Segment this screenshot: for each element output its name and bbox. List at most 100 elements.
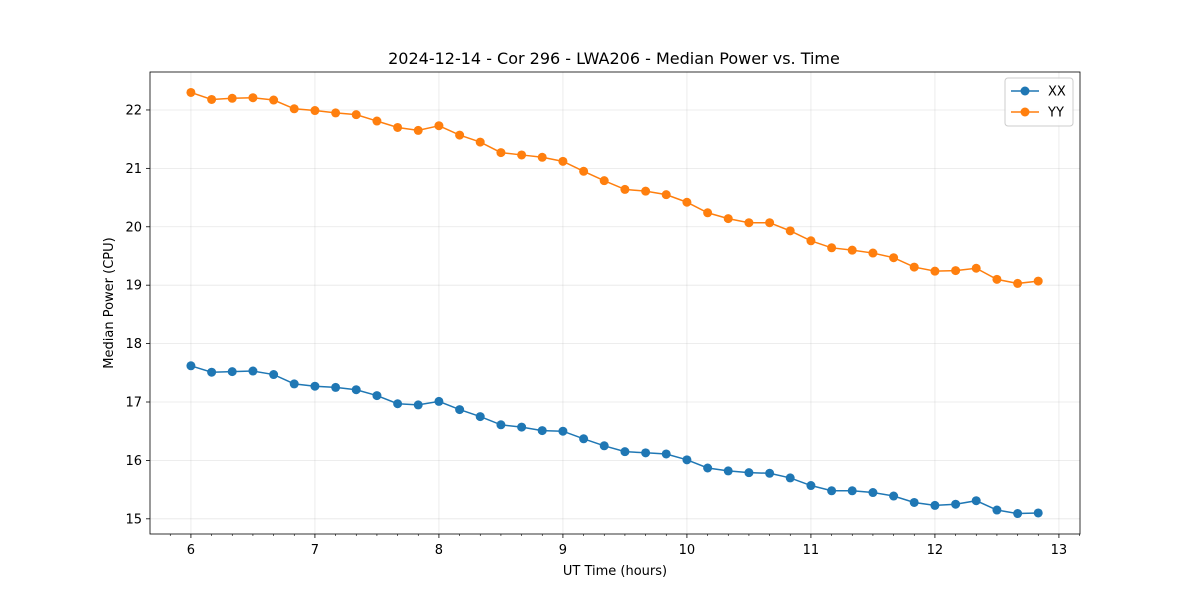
data-point-xx bbox=[806, 481, 816, 491]
y-tick-label: 20 bbox=[125, 220, 142, 235]
data-point-yy bbox=[971, 263, 981, 273]
data-point-yy bbox=[393, 122, 403, 132]
data-point-xx bbox=[1033, 508, 1043, 518]
data-point-xx bbox=[951, 499, 961, 509]
data-point-xx bbox=[413, 400, 423, 410]
y-axis: 15 16 17 18 19 20 21 22 bbox=[125, 103, 150, 527]
data-point-yy bbox=[889, 253, 899, 263]
data-point-yy bbox=[496, 148, 506, 158]
legend-label-yy: YY bbox=[1047, 106, 1064, 121]
data-point-yy bbox=[475, 137, 485, 147]
x-tick-label: 8 bbox=[435, 543, 443, 558]
data-point-xx bbox=[227, 367, 237, 377]
data-point-xx bbox=[434, 396, 444, 406]
x-tick-label: 7 bbox=[311, 543, 319, 558]
data-point-xx bbox=[310, 381, 320, 391]
data-point-xx bbox=[930, 500, 940, 510]
data-point-xx bbox=[827, 486, 837, 496]
data-point-yy bbox=[951, 266, 961, 276]
data-point-yy bbox=[661, 190, 671, 200]
data-point-yy bbox=[682, 197, 692, 207]
data-point-xx bbox=[682, 455, 692, 465]
data-point-yy bbox=[579, 166, 589, 176]
data-point-yy bbox=[207, 94, 217, 104]
legend-label-xx: XX bbox=[1048, 85, 1066, 100]
series-xx bbox=[186, 361, 1043, 519]
plot-area-frame bbox=[149, 71, 1081, 535]
data-point-xx bbox=[620, 447, 630, 457]
data-point-xx bbox=[723, 466, 733, 476]
data-point-xx bbox=[909, 497, 919, 507]
data-point-xx bbox=[641, 448, 651, 458]
data-point-xx bbox=[992, 505, 1002, 515]
x-tick-label: 9 bbox=[559, 543, 567, 558]
legend-marker-xx bbox=[1020, 86, 1030, 96]
data-point-xx bbox=[393, 399, 403, 409]
data-point-xx bbox=[269, 370, 279, 380]
x-tick-label: 11 bbox=[803, 543, 820, 558]
data-point-yy bbox=[930, 266, 940, 276]
series-yy bbox=[186, 87, 1043, 288]
data-point-xx bbox=[496, 420, 506, 430]
data-point-xx bbox=[971, 496, 981, 506]
data-point-yy bbox=[744, 218, 754, 228]
y-tick-label: 22 bbox=[125, 103, 142, 118]
data-point-xx bbox=[455, 405, 465, 415]
data-point-yy bbox=[806, 236, 816, 246]
y-tick-label: 16 bbox=[125, 454, 142, 469]
data-point-yy bbox=[310, 106, 320, 116]
data-point-yy bbox=[909, 262, 919, 272]
data-point-xx bbox=[765, 468, 775, 478]
data-point-xx bbox=[289, 379, 299, 389]
data-point-xx bbox=[475, 412, 485, 422]
data-point-yy bbox=[413, 125, 423, 135]
data-point-yy bbox=[723, 214, 733, 224]
data-point-xx bbox=[785, 473, 795, 483]
y-tick-label: 21 bbox=[125, 162, 142, 177]
data-point-yy bbox=[620, 184, 630, 194]
x-tick-label: 13 bbox=[1051, 543, 1068, 558]
data-point-yy bbox=[1033, 276, 1043, 286]
data-point-yy bbox=[847, 245, 857, 255]
y-tick-label: 17 bbox=[125, 396, 142, 411]
data-point-xx bbox=[558, 426, 568, 436]
y-tick-label: 15 bbox=[125, 512, 142, 527]
data-point-yy bbox=[868, 248, 878, 258]
data-point-yy bbox=[517, 150, 527, 160]
y-axis-label: Median Power (CPU) bbox=[102, 237, 117, 368]
data-point-xx bbox=[703, 463, 713, 473]
data-point-xx bbox=[207, 367, 217, 377]
y-tick-label: 18 bbox=[125, 337, 142, 352]
chart-title: 2024-12-14 - Cor 296 - LWA206 - Median P… bbox=[388, 49, 840, 68]
legend-item-xx: XX bbox=[1011, 85, 1066, 100]
data-point-yy bbox=[765, 218, 775, 228]
grid bbox=[150, 72, 1080, 534]
data-point-xx bbox=[744, 468, 754, 478]
data-point-yy bbox=[186, 87, 196, 97]
data-point-yy bbox=[248, 93, 258, 103]
data-point-xx bbox=[1013, 509, 1023, 519]
data-point-xx bbox=[331, 382, 341, 392]
series-layer bbox=[186, 87, 1043, 519]
data-point-xx bbox=[351, 385, 361, 395]
legend: XX YY bbox=[1004, 77, 1074, 127]
data-point-yy bbox=[827, 243, 837, 253]
series-line-yy bbox=[190, 91, 1039, 285]
data-point-yy bbox=[289, 104, 299, 114]
x-axis: 6 7 8 9 10 11 12 13 bbox=[169, 534, 1080, 558]
data-point-xx bbox=[579, 434, 589, 444]
x-axis-label: UT Time (hours) bbox=[563, 564, 667, 579]
data-point-yy bbox=[992, 274, 1002, 284]
data-point-xx bbox=[248, 366, 258, 376]
data-point-yy bbox=[703, 208, 713, 218]
legend-item-yy: YY bbox=[1011, 106, 1064, 121]
data-point-yy bbox=[372, 116, 382, 126]
data-point-yy bbox=[537, 152, 547, 162]
data-point-yy bbox=[351, 110, 361, 120]
data-point-yy bbox=[331, 108, 341, 118]
x-tick-label: 10 bbox=[679, 543, 696, 558]
y-tick-label: 19 bbox=[125, 279, 142, 294]
data-point-xx bbox=[661, 449, 671, 459]
data-point-xx bbox=[537, 426, 547, 436]
